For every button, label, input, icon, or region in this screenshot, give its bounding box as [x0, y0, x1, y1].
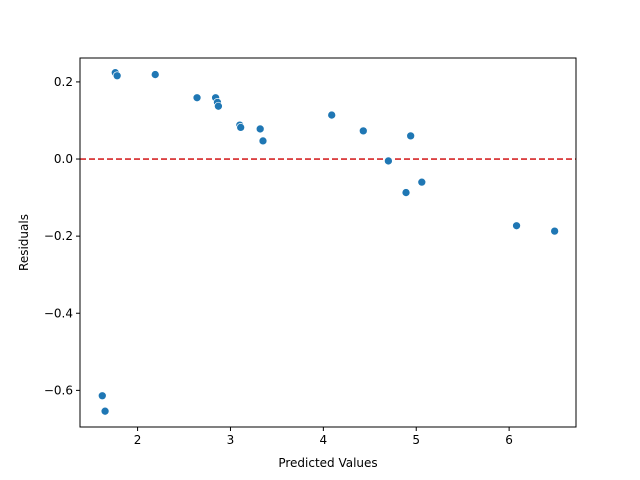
x-tick-label: 5	[412, 433, 420, 447]
data-point	[417, 177, 427, 187]
data-point	[327, 110, 337, 120]
x-tick-label: 3	[227, 433, 235, 447]
y-axis: −0.6 −0.4 −0.2 0.0 0.2	[44, 75, 80, 397]
y-tick-label: 0.2	[54, 75, 73, 89]
data-point	[550, 226, 559, 236]
axes-frame	[79, 57, 577, 428]
data-point	[112, 71, 122, 81]
y-tick-label: −0.4	[44, 306, 73, 320]
data-point	[214, 101, 223, 111]
data-point	[358, 126, 368, 136]
x-tick-label: 4	[320, 433, 328, 447]
y-tick-label: −0.2	[44, 229, 73, 243]
x-tick-label: 6	[505, 433, 513, 447]
data-point	[258, 136, 268, 146]
data-point	[512, 221, 521, 231]
x-axis: 2 3 4 5 6	[134, 427, 513, 447]
x-tick-label: 2	[134, 433, 142, 447]
y-tick-label: 0.0	[54, 152, 73, 166]
data-point	[97, 391, 107, 401]
y-tick-label: −0.6	[44, 383, 73, 397]
data-point	[236, 123, 246, 132]
data-point	[255, 124, 265, 134]
data-point	[192, 93, 202, 103]
data-point	[401, 188, 411, 197]
x-axis-label: Predicted Values	[278, 456, 377, 470]
data-point	[406, 131, 416, 141]
plot-area	[80, 68, 576, 416]
data-point	[150, 70, 160, 79]
data-point	[100, 406, 110, 416]
y-axis-label: Residuals	[17, 214, 31, 271]
data-point	[384, 156, 393, 166]
